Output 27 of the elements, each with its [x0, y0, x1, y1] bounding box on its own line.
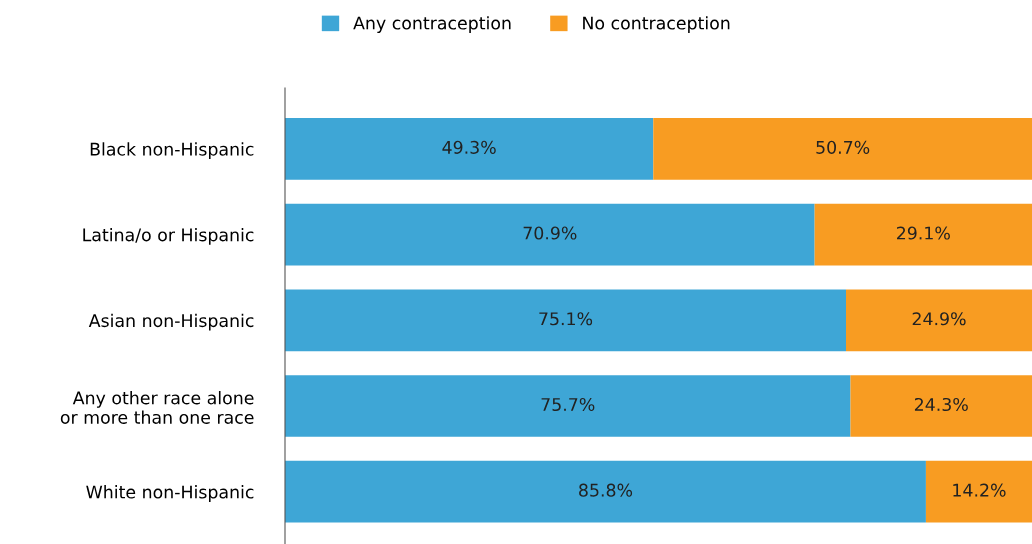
bar [285, 375, 851, 437]
data-label: 24.3% [914, 397, 968, 412]
bar [846, 289, 1032, 352]
data-label: 49.3% [442, 140, 496, 154]
data-label: 75.7% [541, 397, 595, 412]
y-tick-label: Latina/o or Hispanic [83, 227, 254, 245]
data-label: 75.1% [539, 312, 593, 326]
bar [285, 289, 846, 352]
bar [653, 118, 1032, 180]
y-tick-label: Any other race alone or more than one race [60, 391, 254, 424]
legend-label: No contraception [583, 16, 730, 33]
data-label: 50.7% [816, 140, 870, 154]
data-label: 85.8% [579, 483, 633, 497]
bar [285, 118, 654, 180]
y-tick-label: White non-Hispanic [86, 485, 254, 502]
bar [925, 460, 1032, 523]
y-tick-label: Black non-Hispanic [90, 142, 254, 160]
legend-label: Any contraception [353, 16, 511, 33]
data-label: 70.9% [523, 226, 577, 240]
data-label: 29.1% [897, 226, 950, 240]
bar [285, 203, 815, 266]
bar [850, 375, 1032, 437]
data-label: 24.9% [912, 312, 966, 326]
y-tick-label: Asian non-Hispanic [88, 313, 254, 331]
data-label: 14.2% [953, 483, 1006, 497]
bar [285, 460, 926, 523]
bar [814, 203, 1032, 266]
